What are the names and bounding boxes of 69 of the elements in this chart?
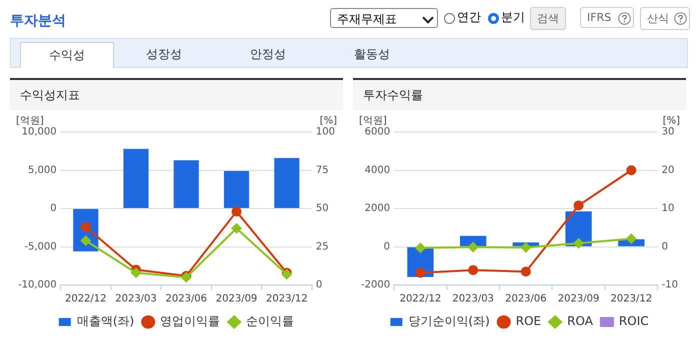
- y2-tick-label: 75: [316, 164, 329, 176]
- legend-label: ROIC: [618, 314, 649, 328]
- point: [468, 265, 478, 276]
- point: [626, 234, 636, 244]
- y2-axis-title: [%]: [320, 116, 338, 127]
- text: 검색: [530, 7, 566, 30]
- point: [520, 266, 531, 277]
- y2-tick-label: 25: [316, 241, 329, 252]
- y-axis-title: [억원]: [359, 116, 387, 127]
- text: 성장성: [146, 46, 182, 63]
- point: [80, 236, 91, 246]
- x-tick-label: 2023/12: [610, 294, 652, 305]
- x-tick-label: 2023/06: [165, 294, 208, 305]
- y2-tick-label: 0: [662, 241, 668, 252]
- y2-tick-label: 0: [316, 280, 322, 291]
- legend-label: 영업이익률: [160, 314, 220, 328]
- legend-label: 당기순이익(좌): [408, 314, 490, 328]
- x-tick-label: 2023/12: [266, 294, 308, 305]
- y-tick-label: -10,000: [18, 280, 57, 291]
- x-tick-label: 2023/09: [216, 294, 258, 305]
- point: [626, 165, 636, 176]
- legend-label: 순이익률: [246, 314, 294, 328]
- point: [520, 242, 531, 253]
- x-tick-label: 2022/12: [64, 294, 107, 305]
- x-tick-label: 2022/12: [400, 294, 442, 305]
- text: 산식: [640, 7, 690, 30]
- text: IFRS: [580, 7, 634, 28]
- x-tick-label: 2023/06: [505, 294, 547, 305]
- y-axis-title: [억원]: [16, 116, 44, 127]
- text: 안정성: [250, 46, 286, 63]
- text: 활동성: [354, 46, 390, 63]
- legend-label: ROA: [567, 314, 594, 328]
- y2-axis-title: [%]: [662, 116, 680, 127]
- y-tick-label: -2000: [360, 280, 390, 291]
- legend-label: 매출액(좌): [76, 314, 134, 328]
- point: [415, 242, 426, 253]
- y2-tick-label: 100: [316, 126, 336, 138]
- y2-tick-label: 20: [662, 164, 674, 176]
- x-tick-label: 2023/09: [558, 294, 600, 305]
- y2-tick-label: 30: [662, 126, 674, 138]
- point: [130, 268, 141, 278]
- point: [574, 238, 584, 248]
- point: [80, 222, 91, 232]
- point: [415, 268, 426, 278]
- y-tick-label: 0: [384, 241, 390, 252]
- y2-tick-label: -10: [662, 280, 678, 291]
- text: 수익성: [20, 42, 114, 68]
- y2-tick-label: 50: [316, 203, 329, 214]
- legend-label: ROE: [516, 314, 542, 328]
- chart-title: 수익성지표: [10, 80, 343, 110]
- y2-tick-label: 10: [662, 203, 674, 214]
- y-tick-label: 2000: [364, 203, 390, 214]
- point: [574, 200, 584, 210]
- x-tick-label: 2023/03: [452, 294, 494, 305]
- text: 분기: [501, 9, 525, 26]
- y-tick-label: 0: [50, 203, 57, 214]
- y-tick-label: 4000: [364, 164, 390, 176]
- chart-title: 투자수익률: [353, 80, 686, 110]
- text: 연간: [457, 9, 481, 26]
- text: 투자분석: [10, 12, 66, 30]
- y-tick-label: 5,000: [28, 164, 57, 176]
- y-tick-label: 10,000: [22, 126, 57, 138]
- text: 주재무제표: [330, 8, 438, 28]
- x-tick-label: 2023/03: [115, 294, 157, 305]
- point: [468, 242, 478, 252]
- y-tick-label: -5,000: [24, 241, 57, 252]
- point: [232, 223, 242, 234]
- point: [232, 206, 242, 217]
- y-tick-label: 6000: [364, 126, 390, 138]
